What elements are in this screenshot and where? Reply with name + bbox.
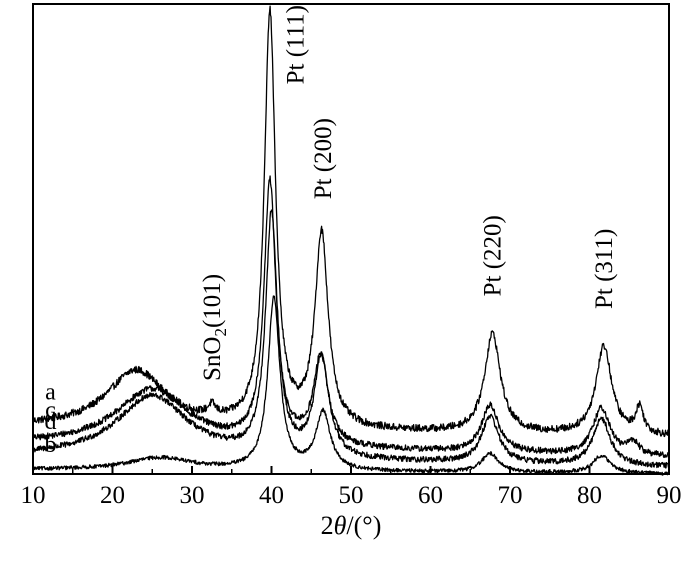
series-line-b — [32, 295, 670, 476]
peak-annotation: Pt (311) — [591, 229, 618, 309]
series-line-c — [32, 175, 670, 459]
series-label-b: b — [44, 432, 56, 458]
annotation-layer: SnO2(101) Pt (111) Pt (200) Pt (220) Pt (311… — [199, 5, 618, 381]
plot-frame — [32, 3, 670, 475]
x-tick-label: 10 — [21, 482, 46, 509]
x-axis-label: 2θ/(°) — [321, 511, 382, 540]
series-label-c: c — [45, 397, 56, 423]
x-tick-label: 30 — [180, 482, 205, 509]
peak-annotation: Pt (220) — [480, 215, 507, 296]
x-tick-label: 50 — [339, 482, 364, 509]
x-tick-label: 40 — [259, 482, 284, 509]
x-tick-label: 60 — [418, 482, 443, 509]
x-tick-label: 20 — [100, 482, 125, 509]
x-tick-label: 80 — [577, 482, 602, 509]
x-tick-label: 90 — [657, 482, 682, 509]
series-label-d: d — [44, 409, 56, 435]
series-line-d — [32, 209, 670, 469]
x-ticks: 10 20 30 40 50 60 70 80 90 — [21, 466, 682, 509]
peak-annotation: Pt (111) — [282, 5, 309, 84]
peak-annotation: SnO2(101) — [199, 274, 230, 381]
series-line-a — [32, 5, 670, 438]
series-label-a: a — [45, 379, 56, 405]
peak-annotation: Pt (200) — [310, 118, 337, 199]
x-tick-label: 70 — [498, 482, 523, 509]
